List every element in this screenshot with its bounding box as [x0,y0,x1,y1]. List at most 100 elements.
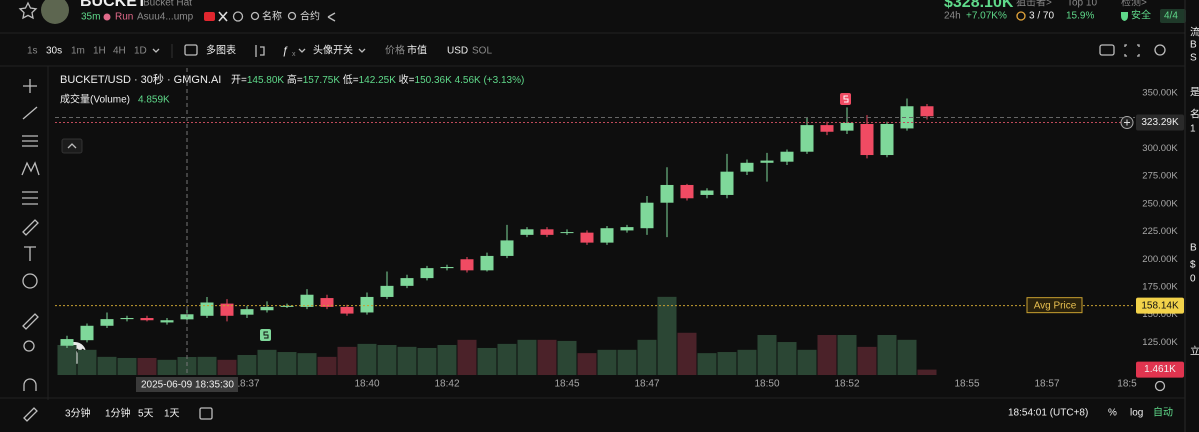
x-tick-label: 18:47 [634,379,659,390]
lock-tool[interactable] [23,407,38,422]
share-icon[interactable] [327,12,336,22]
side-panel-fragment: 名 [1190,108,1199,121]
volume-bar [857,346,877,375]
token-age: 35m [81,12,100,23]
range-button[interactable]: 5天 [138,409,154,420]
add-alert-icon [1124,119,1130,126]
brush-tool[interactable] [22,219,39,236]
side-panel-fragment: 立 [1190,345,1199,358]
candle-body [320,298,334,307]
sol-toggle[interactable]: SOL [472,46,492,57]
y-tick-label: 225.00K [1142,226,1178,237]
interval[interactable]: 1s [27,46,38,57]
side-panel-fragment: $ [1190,260,1196,271]
candle-body [280,305,294,307]
volume-bar [557,340,577,375]
indicator-icon[interactable] [255,45,265,57]
volume-bar [77,349,97,375]
volume-bar [897,339,917,375]
check-label[interactable]: 检测> [1121,0,1147,9]
magnet-tool[interactable] [23,378,37,391]
volume-bar [277,352,297,375]
y-tick-label: 350.00K [1142,87,1178,98]
candle-body [640,202,654,229]
candle-body [160,320,174,323]
youtube-icon[interactable] [204,12,215,21]
y-tick-label: 275.00K [1142,171,1178,182]
range-button[interactable]: 3分钟 [65,407,91,420]
volume-bar [257,349,277,375]
trendline-tool[interactable] [22,106,38,120]
x-tick-label: 18:52 [834,379,859,390]
candle-body [880,123,894,156]
volume-bar [177,357,197,375]
search-name-link[interactable]: 名称 [262,10,282,23]
avatar-toggle[interactable]: 头像开关 [313,44,353,57]
chevron[interactable] [298,48,306,53]
calendar-icon[interactable] [199,407,213,420]
candle-body [120,318,134,320]
collapse-legend-button[interactable] [61,138,83,154]
zoom-tool[interactable] [23,340,35,352]
web-icon[interactable] [232,11,244,22]
y-tick-label: 175.00K [1142,281,1178,292]
percent-toggle[interactable]: % [1108,408,1117,419]
volume-bar [377,345,397,375]
favorite-icon[interactable] [18,1,38,20]
multi-chart-icon [184,44,198,56]
usd-toggle[interactable]: USD [447,46,468,57]
candle-body [220,303,234,316]
market-value-toggle[interactable]: 市值 [407,44,427,57]
chevron[interactable] [152,48,160,53]
volume-bar [437,345,457,375]
volume-bar [757,335,777,375]
range-button[interactable]: 1天 [164,409,180,420]
log-toggle[interactable]: log [1130,408,1143,419]
interval[interactable]: 1m [71,46,85,57]
search-contract-link[interactable]: 合约 [300,10,320,23]
volume-bar [917,369,937,375]
legend-value: 150.36K [415,75,453,86]
crosshair-time-tag [136,377,238,392]
candle-body [860,123,874,156]
text-tool[interactable] [24,246,36,261]
crosshair-date: 2025-06-09 [141,380,193,391]
settings-icon[interactable] [1154,44,1166,56]
price-toggle[interactable]: 价格 [385,44,405,57]
interval-selected[interactable]: 30s [46,46,62,57]
x-icon[interactable] [218,11,228,22]
x-tick-label: 18:42 [434,379,459,390]
interval[interactable]: 4H [113,46,126,57]
candle-body [420,268,434,279]
ruler-tool[interactable] [22,313,39,330]
emoji-tool[interactable] [22,273,38,289]
range-button[interactable]: 1分钟 [105,407,131,420]
projection-tool[interactable] [22,191,38,205]
camera-icon[interactable] [1099,44,1115,56]
axis-settings-icon[interactable] [1154,380,1166,392]
sniper-label[interactable]: 狙击者> [1016,0,1052,9]
fx-icon[interactable]: ƒ [282,45,288,57]
auto-toggle[interactable]: 自动 [1153,406,1173,419]
volume-bar [117,357,137,375]
token-address[interactable]: Asuu4...ump [137,12,194,23]
market-cap: $328.10K [944,0,1014,11]
volume-bar [317,356,337,375]
candle-body [820,125,834,132]
candle-body [240,309,254,315]
pattern-tool[interactable] [21,161,40,176]
volume-bar [577,353,597,375]
candle-body [580,232,594,243]
volume-bar [837,335,857,375]
candle-body [760,160,774,163]
candle-body [540,229,554,235]
chevron[interactable] [358,48,366,53]
fib-tool[interactable] [22,135,38,147]
fullscreen-icon[interactable] [1124,44,1140,57]
interval[interactable]: 1D [134,46,147,57]
interval[interactable]: 1H [93,46,106,57]
multi-chart-button[interactable]: 多图表 [206,44,236,57]
check-value: 安全 [1131,9,1151,22]
crosshair-tool[interactable] [23,79,37,93]
volume-bar [517,339,537,375]
